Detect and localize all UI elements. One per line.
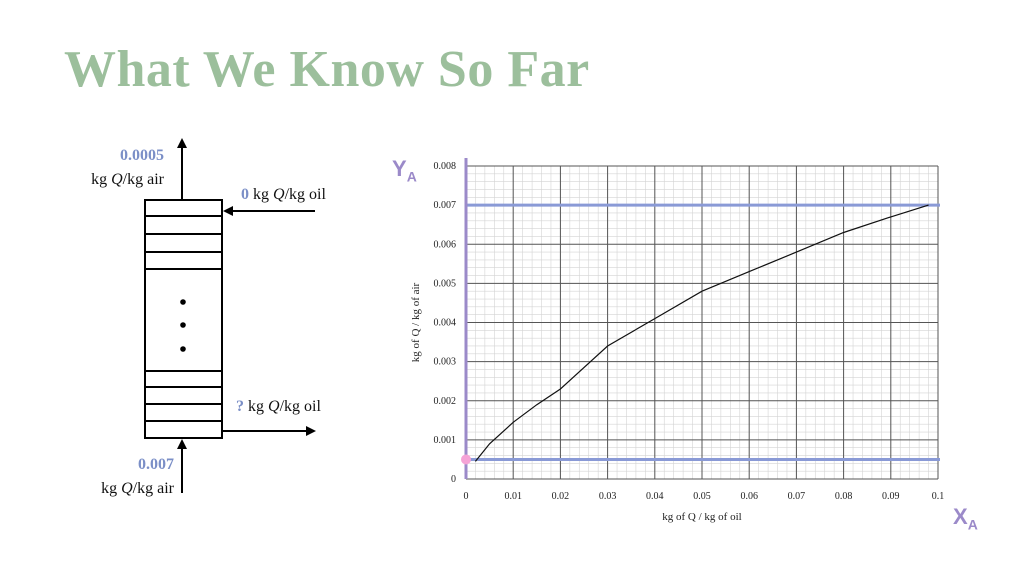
y-tick-label: 0.003 (434, 357, 457, 368)
ellipsis-dot (180, 299, 186, 305)
bottom-oil-label: ? kg Q/kg oil (236, 398, 321, 415)
y-axis-symbol: YA (392, 156, 417, 185)
series-layer (461, 204, 929, 465)
x-tick-label: 0.05 (693, 491, 711, 502)
equilibrium-curve (474, 204, 929, 462)
y-tick-label: 0.007 (434, 200, 457, 211)
bottom-air-value: 0.007 (138, 456, 174, 473)
arrowhead-left-icon (223, 206, 233, 216)
x-tick-label: 0.04 (646, 491, 664, 502)
x-tick-label: 0.03 (599, 491, 617, 502)
page-title: What We Know So Far (64, 41, 590, 98)
y-tick-label: 0 (451, 474, 456, 485)
y-tick-label: 0.004 (434, 318, 457, 329)
tick-labels: 0 0.01 0.02 0.03 0.04 0.05 0.06 0.07 0.08 0.09 0.1… (434, 161, 945, 502)
y-tick-label: 0.008 (434, 161, 457, 172)
x-tick-label: 0.07 (788, 491, 806, 502)
y-tick-label: 0.002 (434, 396, 457, 407)
top-air-value: 0.0005 (120, 147, 164, 164)
top-air-unit: kg Q/kg air (91, 171, 164, 188)
arrowhead-up-icon (177, 439, 187, 449)
major-grid (465, 165, 939, 480)
ellipsis-dot (180, 346, 186, 352)
x-tick-label: 0.01 (504, 491, 522, 502)
x-tick-label: 0.08 (835, 491, 853, 502)
x-tick-label: 0.1 (932, 491, 945, 502)
tower-diagram (144, 138, 316, 493)
arrowhead-right-icon (306, 426, 316, 436)
y-tick-label: 0.006 (434, 239, 457, 250)
y-tick-label: 0.005 (434, 278, 457, 289)
top-oil-value: 0 (241, 186, 249, 203)
ellipsis-dot (180, 322, 186, 328)
top-oil-label: 0 kg Q/kg oil (241, 186, 326, 203)
x-tick-label: 0.06 (740, 491, 758, 502)
x-axis-symbol: XA (953, 504, 978, 533)
x-tick-label: 0.09 (882, 491, 900, 502)
operating-lines (464, 158, 940, 479)
bottom-oil-value: ? (236, 398, 244, 415)
x-axis-label: kg of Q / kg of oil (662, 511, 741, 523)
y-tick-label: 0.001 (434, 435, 457, 446)
minor-grid (465, 165, 939, 480)
x-tick-label: 0 (464, 491, 469, 502)
x-tick-label: 0.02 (552, 491, 570, 502)
y-axis-label: kg of Q / kg of air (410, 282, 422, 362)
marker-point (461, 454, 471, 465)
tower-column (144, 199, 223, 439)
arrowhead-up-icon (177, 138, 187, 148)
bottom-air-unit: kg Q/kg air (101, 480, 174, 497)
